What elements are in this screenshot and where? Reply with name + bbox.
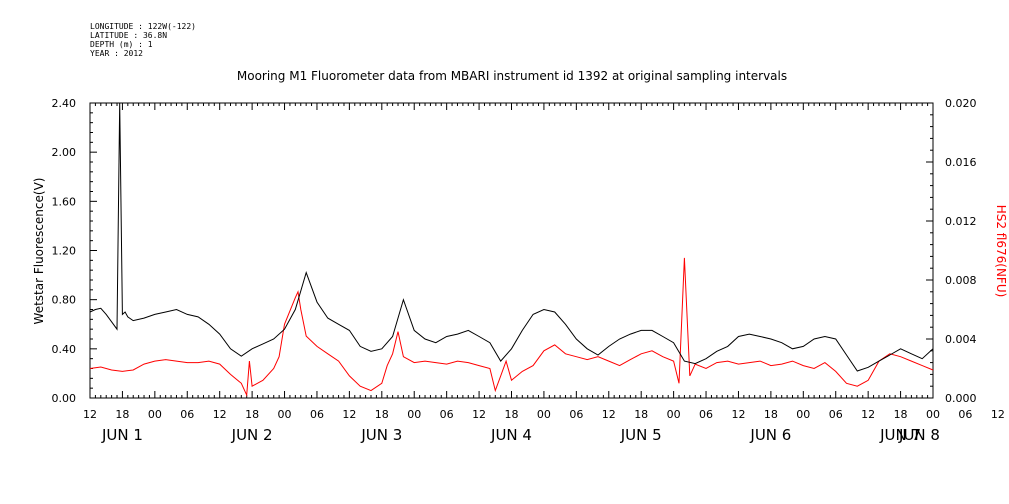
x-tick-label: 00 xyxy=(407,408,421,421)
y-right-tick-label: 0.008 xyxy=(945,274,977,287)
x-tick-label: 00 xyxy=(148,408,162,421)
x-tick-label: 12 xyxy=(731,408,745,421)
meta-year: YEAR : 2012 xyxy=(90,49,143,58)
y-right-tick-label: 0.004 xyxy=(945,333,977,346)
x-tick-label: 06 xyxy=(958,408,972,421)
y-axis-right-ticks: 0.000 0.004 0.008 0.012 0.016 0.020 xyxy=(945,97,977,405)
x-day-label: JUN 3 xyxy=(360,426,402,444)
x-tick-label: 00 xyxy=(537,408,551,421)
x-tick-label: 06 xyxy=(180,408,194,421)
x-tick-label: 18 xyxy=(115,408,129,421)
y-left-tick-label: 0.80 xyxy=(52,294,77,307)
x-tick-label: 00 xyxy=(667,408,681,421)
x-tick-label: 18 xyxy=(634,408,648,421)
x-tick-label: 00 xyxy=(926,408,940,421)
x-tick-label: 12 xyxy=(861,408,875,421)
y-left-tick-label: 0.40 xyxy=(52,343,77,356)
x-tick-label: 18 xyxy=(245,408,259,421)
y-right-tick-label: 0.016 xyxy=(945,156,977,169)
x-day-label: JUN 5 xyxy=(620,426,662,444)
x-day-label: JUN 7 xyxy=(879,426,921,444)
y-right-tick-label: 0.020 xyxy=(945,97,977,110)
x-day-label: JUN 8 xyxy=(898,426,940,444)
x-tick-label: 06 xyxy=(699,408,713,421)
x-tick-label: 12 xyxy=(83,408,97,421)
meta-latitude: LATITUDE : 36.8N xyxy=(90,31,167,40)
y-axis-left-label: Wetstar Fluorescence(V) xyxy=(32,178,46,325)
series-line-wetstar xyxy=(89,102,934,372)
x-tick-label: 06 xyxy=(569,408,583,421)
y-axis-left-ticks: 0.00 0.40 0.80 1.20 1.60 2.00 2.40 xyxy=(52,97,77,405)
x-tick-label: 06 xyxy=(440,408,454,421)
x-tick-label: 12 xyxy=(472,408,486,421)
meta-depth: DEPTH (m) : 1 xyxy=(90,40,153,49)
x-day-label: JUN 6 xyxy=(749,426,791,444)
series-layer xyxy=(89,102,934,398)
x-day-label: JUN 4 xyxy=(490,426,532,444)
x-tick-label: 06 xyxy=(829,408,843,421)
y-left-tick-label: 1.20 xyxy=(52,245,77,258)
x-tick-label: 00 xyxy=(796,408,810,421)
x-day-label: JUN 2 xyxy=(231,426,273,444)
y-axis-right-label: HS2 fl676(NFU) xyxy=(994,205,1008,298)
meta-longitude: LONGITUDE : 122W(-122) xyxy=(90,22,196,31)
x-tick-label: 12 xyxy=(342,408,356,421)
x-tick-label: 12 xyxy=(602,408,616,421)
x-tick-label: 18 xyxy=(505,408,519,421)
x-tick-label: 18 xyxy=(375,408,389,421)
series-line-hs2 xyxy=(89,257,934,398)
y-left-tick-label: 2.00 xyxy=(52,146,77,159)
x-tick-label: 00 xyxy=(278,408,292,421)
y-left-tick-label: 2.40 xyxy=(52,97,77,110)
x-tick-label: 06 xyxy=(310,408,324,421)
plot-frame xyxy=(89,102,934,399)
x-tick-label: 18 xyxy=(764,408,778,421)
x-axis-tick-labels: 12 18 00 06 12 18 00 06 12 18 00 06 12 18 00 06 12 18 00 06… xyxy=(83,408,1005,421)
y-left-tick-label: 0.00 xyxy=(52,392,77,405)
y-left-tick-label: 1.60 xyxy=(52,195,77,208)
x-tick-label: 18 xyxy=(894,408,908,421)
x-tick-label: 12 xyxy=(213,408,227,421)
y-right-tick-label: 0.012 xyxy=(945,215,977,228)
axis-ticks xyxy=(89,102,934,399)
x-day-label: JUN 1 xyxy=(101,426,143,444)
x-tick-label: 12 xyxy=(991,408,1005,421)
y-right-tick-label: 0.000 xyxy=(945,392,977,405)
chart-title: Mooring M1 Fluorometer data from MBARI i… xyxy=(237,69,787,83)
